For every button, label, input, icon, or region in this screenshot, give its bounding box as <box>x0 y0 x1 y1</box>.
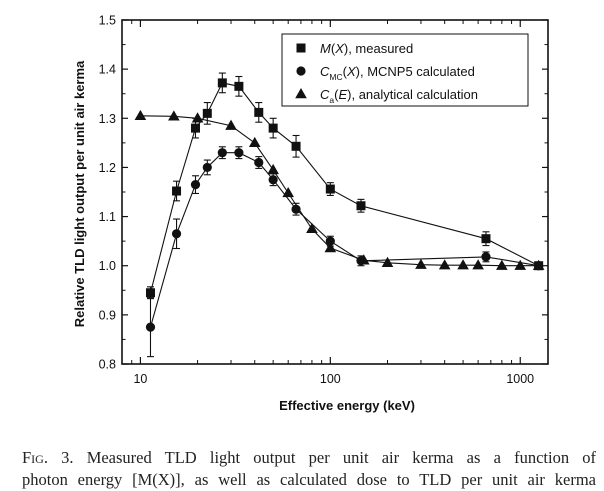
point-triangle <box>248 136 261 148</box>
point-circle <box>234 148 244 158</box>
point-triangle <box>191 112 204 123</box>
point-circle <box>254 157 264 168</box>
y-axis-label: Relative TLD light output per unit air k… <box>72 60 87 327</box>
legend-box <box>281 33 529 107</box>
point-circle <box>325 236 335 246</box>
point-triangle <box>306 222 318 234</box>
point-triangle <box>457 259 469 270</box>
point-square <box>217 78 227 88</box>
legend-paren: ( <box>334 87 339 102</box>
point-square <box>202 108 212 118</box>
point-triangle <box>472 259 484 270</box>
legend-symbol: C <box>320 87 330 102</box>
point-triangle <box>134 109 147 121</box>
legend-label: Ca(E), analytical calculation <box>320 87 478 105</box>
legend-argument: E <box>338 87 347 102</box>
point-circle <box>217 148 227 158</box>
y-tick-label: 0.8 <box>99 358 116 372</box>
legend-marker-square <box>296 43 306 53</box>
y-tick-label: 1.2 <box>99 161 116 175</box>
legend-argument: X <box>334 41 345 56</box>
series-line-triangle <box>140 115 539 267</box>
point-triangle <box>168 110 180 121</box>
point-square <box>356 201 366 211</box>
y-tick-label: 0.9 <box>99 308 116 322</box>
x-axis-label: Effective energy (keV) <box>279 398 415 413</box>
point-square <box>268 123 278 133</box>
legend-subscript: a <box>329 95 334 105</box>
y-tick-label: 1.4 <box>99 63 116 77</box>
chart: 0.8 0.9 1.0 1.1 1.2 1.3 1.4 1.5 10 100 1000 Relati… <box>72 14 549 413</box>
point-triangle <box>514 259 527 270</box>
caption-text-1: . 3. Measured TLD light output per unit … <box>43 448 596 467</box>
point-triangle <box>225 119 237 130</box>
point-square <box>291 141 301 151</box>
series-line-circle <box>149 152 539 328</box>
point-circle <box>291 204 301 214</box>
point-triangle <box>324 242 337 253</box>
point-triangle <box>415 258 427 269</box>
legend-subscript: MC <box>329 72 342 82</box>
caption-line-1: Fig. 3. Measured TLD light output per un… <box>22 447 596 469</box>
legend-text: ), analytical calculation <box>347 87 478 102</box>
legend-symbol: M <box>320 41 331 56</box>
point-triangle <box>282 186 294 198</box>
point-triangle <box>357 254 370 265</box>
legend-marker-circle <box>296 66 306 76</box>
point-circle <box>202 162 212 173</box>
point-triangle <box>381 256 394 267</box>
x-tick-label: 1000 <box>506 372 534 386</box>
caption-fig-label: Fig <box>22 448 44 467</box>
legend-label: M(X), measured <box>320 41 413 56</box>
axis-ticks: 0.8 0.9 1.0 1.1 1.2 1.3 1.4 1.5 10 100 1000 <box>99 14 548 386</box>
point-circle <box>171 229 182 239</box>
legend-text: ), MCNP5 calculated <box>356 64 475 79</box>
point-square <box>190 123 200 133</box>
point-circle <box>481 252 491 262</box>
y-tick-label: 1.1 <box>99 210 116 224</box>
point-circle <box>190 180 201 190</box>
point-triangle <box>496 259 508 270</box>
legend-paren: ( <box>343 64 348 79</box>
legend-symbol: C <box>320 64 330 79</box>
point-triangle <box>267 163 279 175</box>
legend-label: CMC(X), MCNP5 calculated <box>320 64 475 82</box>
legend-text: ), measured <box>344 41 413 56</box>
point-circle <box>145 322 156 332</box>
y-tick-label: 1.5 <box>99 14 116 28</box>
data-markers <box>134 78 545 332</box>
point-square <box>254 107 264 117</box>
point-circle <box>268 175 278 185</box>
point-square <box>145 288 155 298</box>
figure-caption: Fig. 3. Measured TLD light output per un… <box>22 447 596 491</box>
legend-marker-triangle <box>295 88 307 99</box>
caption-line-2: photon energy [M(X)], as well as calcula… <box>22 470 596 489</box>
y-tick-label: 1.3 <box>99 112 116 126</box>
point-square <box>172 186 182 196</box>
point-square <box>325 184 335 194</box>
point-square <box>481 234 491 244</box>
point-triangle <box>438 259 451 270</box>
point-triangle <box>532 259 545 270</box>
y-tick-label: 1.0 <box>99 259 116 273</box>
legend-argument: X <box>346 64 357 79</box>
point-square <box>234 81 244 91</box>
x-tick-label: 100 <box>320 372 341 386</box>
legend-paren: ( <box>331 41 336 56</box>
x-tick-label: 10 <box>133 372 147 386</box>
